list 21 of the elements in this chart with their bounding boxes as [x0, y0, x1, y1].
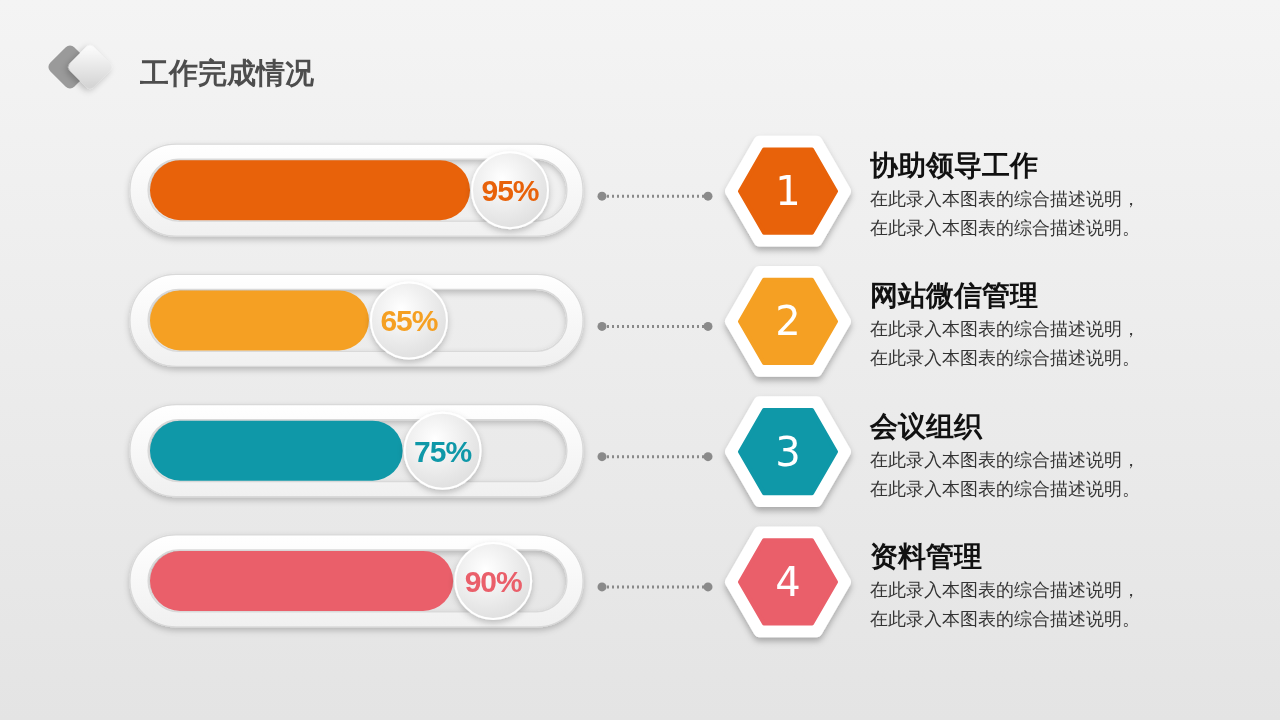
data-label: 65% [380, 304, 438, 338]
text: 在此录入本图表的综合描述说明， [870, 318, 1140, 340]
text: 在此录入本图表的综合描述说明。 [870, 217, 1140, 239]
chart-title: 工作完成情况 [139, 56, 315, 90]
data-label: 75% [414, 434, 472, 468]
y-tick-label: 会议组织 [869, 409, 983, 443]
text: 在此录入本图表的综合描述说明。 [870, 607, 1140, 629]
text: 2 [775, 298, 801, 345]
text: 在此录入本图表的综合描述说明， [870, 188, 1140, 210]
text: 在此录入本图表的综合描述说明。 [870, 347, 1140, 369]
data-label: 90% [464, 564, 522, 598]
text: 4 [775, 558, 801, 605]
y-tick-label: 协助领导工作 [869, 149, 1038, 183]
text: 在此录入本图表的综合描述说明， [870, 448, 1140, 470]
text: 在此录入本图表的综合描述说明。 [870, 477, 1140, 499]
text: 3 [775, 428, 801, 475]
y-tick-label: 网站微信管理 [870, 279, 1038, 313]
data-label: 95% [481, 174, 539, 208]
text: 1 [775, 168, 801, 215]
text: 在此录入本图表的综合描述说明， [870, 578, 1140, 600]
y-tick-label: 资料管理 [870, 539, 982, 573]
